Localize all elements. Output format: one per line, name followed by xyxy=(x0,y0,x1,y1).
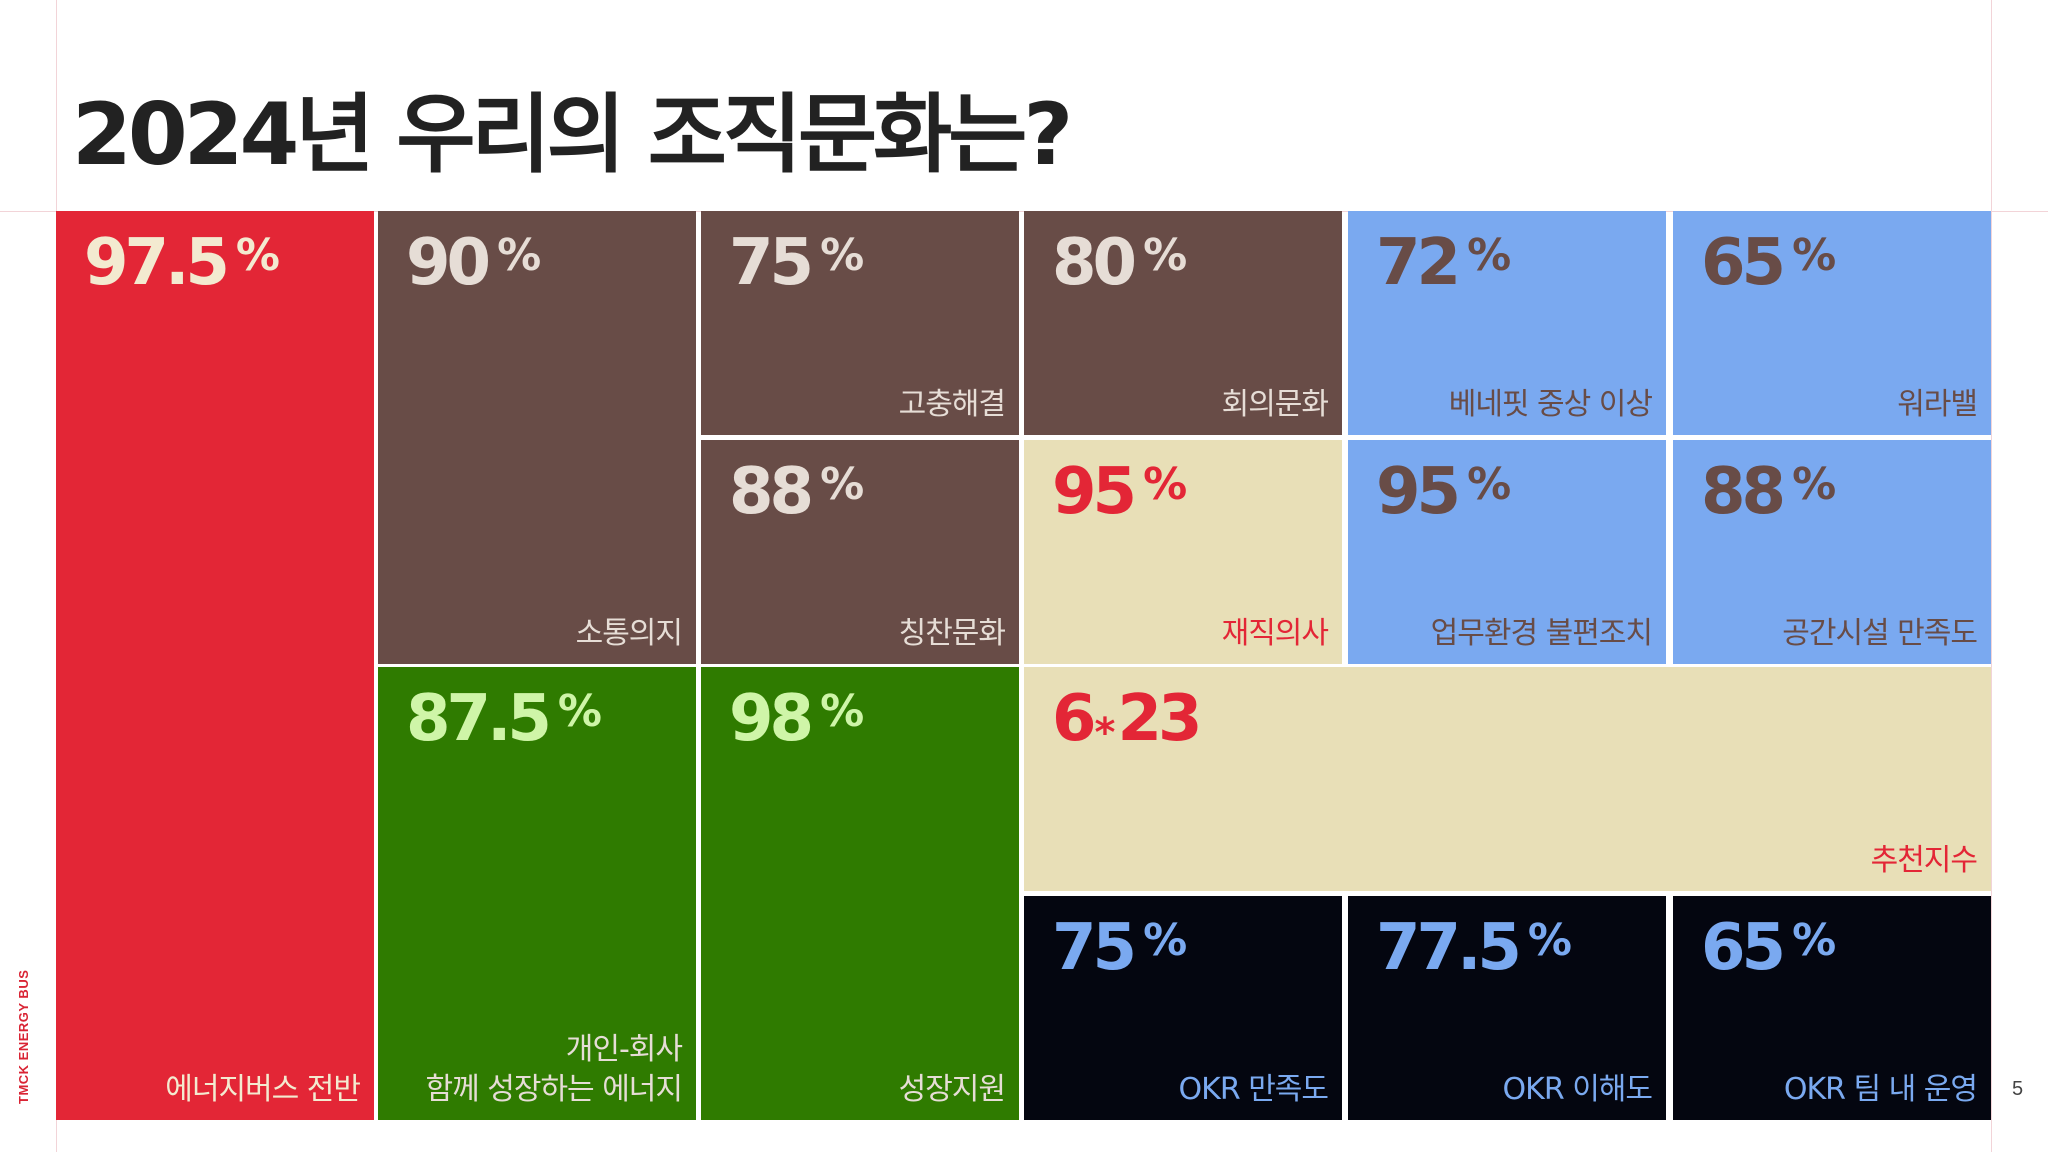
guide-line-right xyxy=(1991,0,1992,1152)
tile-value-number: 65 xyxy=(1701,226,1786,300)
tile-value: 6*23 xyxy=(1052,687,1203,756)
treemap-tile: 65% 워라밸 xyxy=(1673,211,1991,435)
tile-label: 베네핏 중상 이상 xyxy=(1448,387,1653,422)
tile-value-number: 88 xyxy=(729,455,814,529)
tile-label: 에너지버스 전반 xyxy=(165,1072,361,1107)
tile-value: 88% xyxy=(729,460,864,524)
tile-value-unit: % xyxy=(1143,230,1188,281)
tile-value: 75% xyxy=(1052,916,1187,980)
treemap-tile: 80% 회의문화 xyxy=(1024,211,1342,435)
tile-label: OKR 만족도 xyxy=(1178,1072,1329,1107)
tile-label: 칭찬문화 xyxy=(898,616,1006,651)
tile-label: 회의문화 xyxy=(1221,387,1329,422)
treemap-tile: 75% 고충해결 xyxy=(701,211,1019,435)
tile-value: 87.5% xyxy=(406,687,602,751)
tile-value-number: 87.5 xyxy=(406,682,552,756)
tile-value: 90% xyxy=(406,231,541,295)
tile-value: 65% xyxy=(1701,916,1836,980)
tile-label: 추천지수 xyxy=(1870,843,1978,878)
tile-label: 개인-회사 함께 성장하는 에너지 xyxy=(425,1032,683,1107)
tile-label: 소통의지 xyxy=(575,616,683,651)
tile-value-number: 97.5 xyxy=(84,226,230,300)
tile-value-number: 95 xyxy=(1052,455,1137,529)
treemap-tile: 87.5% 개인-회사 함께 성장하는 에너지 xyxy=(378,667,696,1120)
tile-value: 95% xyxy=(1052,460,1187,524)
tile-value-unit: % xyxy=(1467,230,1512,281)
treemap-tile: 88% 공간시설 만족도 xyxy=(1673,440,1991,664)
tile-value-number: 65 xyxy=(1701,911,1786,985)
tile-value-unit: % xyxy=(1467,459,1512,510)
tile-value-number: 75 xyxy=(1052,911,1137,985)
tile-value-number: 75 xyxy=(729,226,814,300)
treemap-tile: 95% 재직의사 xyxy=(1024,440,1342,664)
tile-value: 98% xyxy=(729,687,864,751)
tile-value-unit: % xyxy=(1527,915,1572,966)
tile-value-unit: % xyxy=(497,230,542,281)
tile-value-unit: % xyxy=(235,230,280,281)
tile-value: 97.5% xyxy=(84,231,280,295)
tile-value-number: 98 xyxy=(729,682,814,756)
tile-value-unit: % xyxy=(1143,459,1188,510)
page-number: 5 xyxy=(2012,1078,2024,1100)
tile-value-integer: 6 xyxy=(1052,682,1096,756)
tile-value: 95% xyxy=(1376,460,1511,524)
tile-value-number: 88 xyxy=(1701,455,1786,529)
tile-label: 성장지원 xyxy=(898,1072,1006,1107)
tile-value: 65% xyxy=(1701,231,1836,295)
treemap-tile: 98% 성장지원 xyxy=(701,667,1019,1120)
treemap-tile: 6*23 추천지수 xyxy=(1024,667,1991,891)
tile-value-number: 90 xyxy=(406,226,491,300)
tile-label: 재직의사 xyxy=(1221,616,1329,651)
tile-value: 88% xyxy=(1701,460,1836,524)
tile-value-unit: % xyxy=(820,459,865,510)
tile-label: 고충해결 xyxy=(898,387,1006,422)
tile-value-unit: % xyxy=(820,230,865,281)
tile-value-separator: * xyxy=(1094,710,1116,756)
tile-value: 77.5% xyxy=(1376,916,1572,980)
tile-value-number: 80 xyxy=(1052,226,1137,300)
brand-text: TMCK ENERGY BUS xyxy=(16,969,31,1104)
treemap-tile: 97.5% 에너지버스 전반 xyxy=(56,211,374,1120)
tile-value-unit: % xyxy=(1792,459,1837,510)
tile-value: 75% xyxy=(729,231,864,295)
tile-value-unit: % xyxy=(820,686,865,737)
tile-value-unit: % xyxy=(557,686,602,737)
tile-label: 워라밸 xyxy=(1897,387,1978,422)
treemap-tile: 72% 베네핏 중상 이상 xyxy=(1348,211,1666,435)
tile-value-fraction: 23 xyxy=(1117,682,1202,756)
tile-value-number: 95 xyxy=(1376,455,1461,529)
tile-value-number: 77.5 xyxy=(1376,911,1522,985)
page-title: 2024년 우리의 조직문화는? xyxy=(72,85,1073,185)
treemap-tile: 88% 칭찬문화 xyxy=(701,440,1019,664)
treemap-tile: 77.5% OKR 이해도 xyxy=(1348,896,1666,1120)
tile-value-unit: % xyxy=(1143,915,1188,966)
treemap-tile: 75% OKR 만족도 xyxy=(1024,896,1342,1120)
treemap-tile: 90% 소통의지 xyxy=(378,211,696,664)
tile-value-number: 72 xyxy=(1376,226,1461,300)
tile-value: 72% xyxy=(1376,231,1511,295)
tile-label: 업무환경 불편조치 xyxy=(1430,616,1653,651)
tile-label: 공간시설 만족도 xyxy=(1782,616,1978,651)
tile-value: 80% xyxy=(1052,231,1187,295)
tile-label: OKR 이해도 xyxy=(1502,1072,1653,1107)
treemap-tile: 95% 업무환경 불편조치 xyxy=(1348,440,1666,664)
tile-value-unit: % xyxy=(1792,230,1837,281)
treemap-tile: 65% OKR 팀 내 운영 xyxy=(1673,896,1991,1120)
tile-label: OKR 팀 내 운영 xyxy=(1783,1072,1978,1107)
tile-value-unit: % xyxy=(1792,915,1837,966)
